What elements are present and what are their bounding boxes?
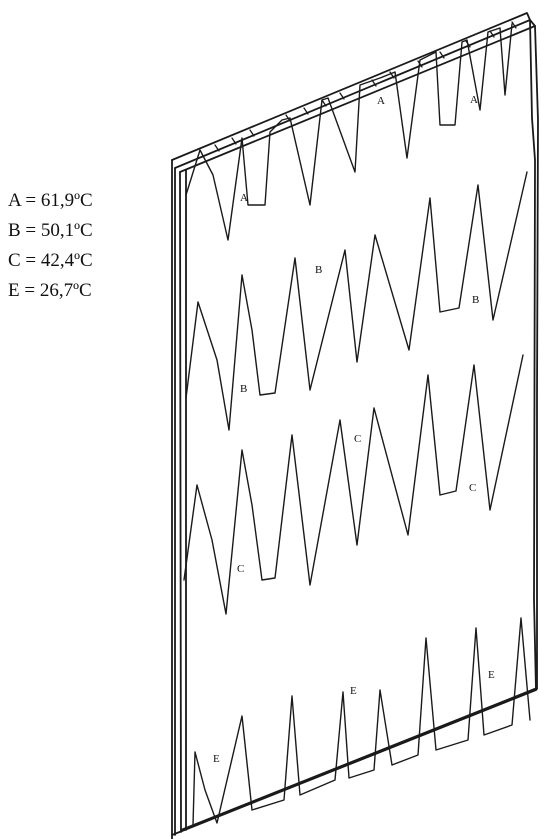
label-e-mid: E bbox=[350, 685, 357, 697]
panel-right-edge bbox=[529, 19, 539, 691]
zigzag-row-c bbox=[183, 354, 524, 615]
row-labels: A A A B B B C C C E E E bbox=[213, 94, 495, 765]
label-a-right: A bbox=[470, 94, 478, 106]
panel-left-edge bbox=[171, 159, 187, 839]
label-b-left: B bbox=[240, 383, 247, 395]
zigzag-row-e bbox=[192, 617, 531, 826]
legend-item-c: C = 42,4ºC bbox=[8, 250, 93, 271]
label-b-mid: B bbox=[315, 264, 322, 276]
zigzag-row-a bbox=[185, 23, 513, 241]
label-c-right: C bbox=[469, 482, 476, 494]
legend-item-b: B = 50,1ºC bbox=[8, 220, 93, 241]
label-e-right: E bbox=[488, 669, 495, 681]
label-b-right: B bbox=[472, 294, 479, 306]
legend-item-e: E = 26,7ºC bbox=[8, 280, 92, 301]
label-c-mid: C bbox=[354, 433, 361, 445]
zigzag-row-b bbox=[185, 171, 528, 431]
temperature-legend: A = 61,9ºC B = 50,1ºC C = 42,4ºC E = 26,… bbox=[8, 186, 158, 306]
panel-top-edge bbox=[171, 12, 536, 173]
label-a-left: A bbox=[240, 192, 248, 204]
label-c-left: C bbox=[237, 563, 244, 575]
label-e-left: E bbox=[213, 753, 220, 765]
panel-bottom-edge bbox=[171, 687, 538, 836]
legend-item-a: A = 61,9ºC bbox=[8, 190, 93, 211]
label-a-mid: A bbox=[377, 95, 385, 107]
